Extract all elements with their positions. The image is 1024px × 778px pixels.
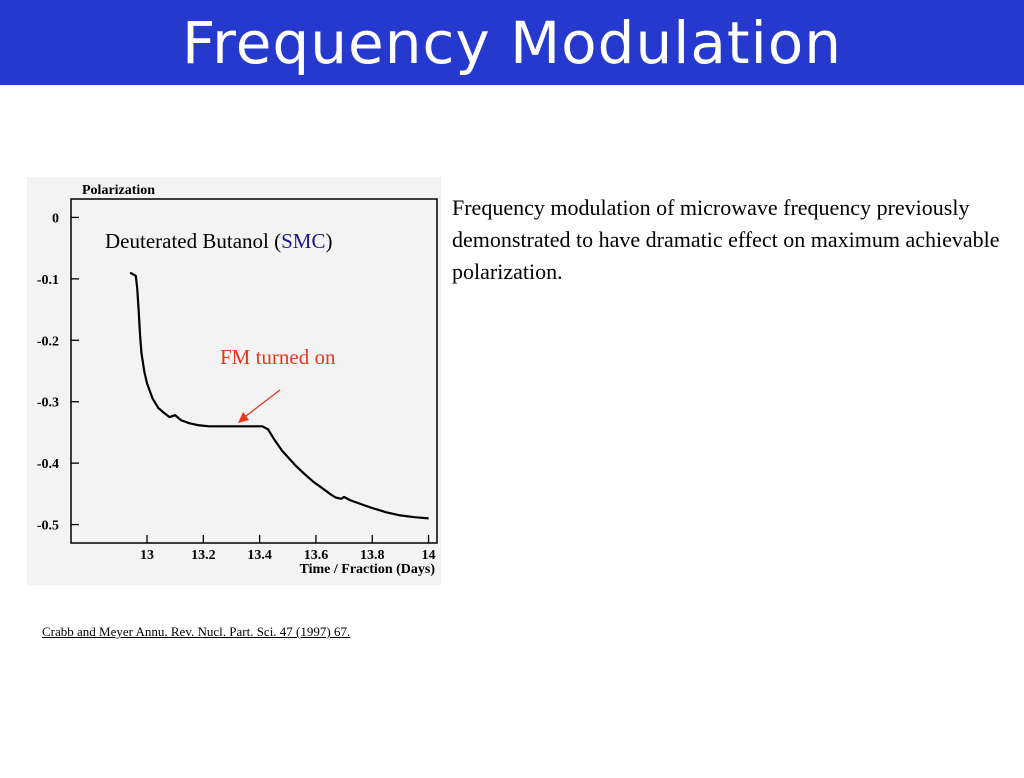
description-text: Frequency modulation of microwave freque… — [452, 195, 1000, 284]
x-tick-label: 13.8 — [360, 548, 385, 563]
x-ticks: 13 13.2 13.4 13.6 13.8 14 — [140, 535, 436, 563]
x-tick-label: 13 — [140, 548, 154, 563]
x-tick-label: 13.4 — [247, 548, 272, 563]
polarization-series-line — [129, 271, 429, 520]
citation-link[interactable]: Crabb and Meyer Annu. Rev. Nucl. Part. S… — [42, 624, 351, 639]
y-tick-label: -0.5 — [37, 519, 59, 534]
title-bar: Frequency Modulation — [0, 0, 1024, 85]
y-axis-title: Polarization — [82, 183, 155, 198]
y-tick-label: -0.2 — [37, 334, 59, 349]
fm-annotation: FM turned on — [220, 345, 336, 369]
x-tick-label: 13.2 — [191, 548, 216, 563]
y-ticks: 0 -0.1 -0.2 -0.3 -0.4 -0.5 — [37, 211, 79, 534]
x-axis-title: Time / Fraction (Days) — [300, 562, 436, 577]
x-tick-label: 14 — [422, 548, 436, 563]
polarization-chart: Polarization 0 -0.1 -0.2 -0.3 -0.4 -0.5 13 13.… — [27, 177, 441, 585]
x-tick-label: 13.6 — [304, 548, 329, 563]
y-tick-label: 0 — [52, 211, 59, 226]
sample-label-prefix: Deuterated Butanol — [105, 229, 274, 253]
sample-label-close: ) — [325, 229, 332, 253]
sample-label-open: ( — [274, 229, 281, 253]
fm-annotation-arrow — [238, 389, 281, 423]
chart-svg: Polarization 0 -0.1 -0.2 -0.3 -0.4 -0.5 13 13.… — [37, 183, 438, 577]
y-tick-label: -0.1 — [37, 273, 59, 288]
slide-title: Frequency Modulation — [182, 9, 842, 77]
sample-label: Deuterated Butanol (SMC) — [105, 229, 332, 253]
y-tick-label: -0.3 — [37, 396, 59, 411]
plot-frame — [70, 198, 438, 544]
y-tick-label: -0.4 — [37, 457, 59, 472]
sample-label-smc: SMC — [281, 229, 325, 253]
